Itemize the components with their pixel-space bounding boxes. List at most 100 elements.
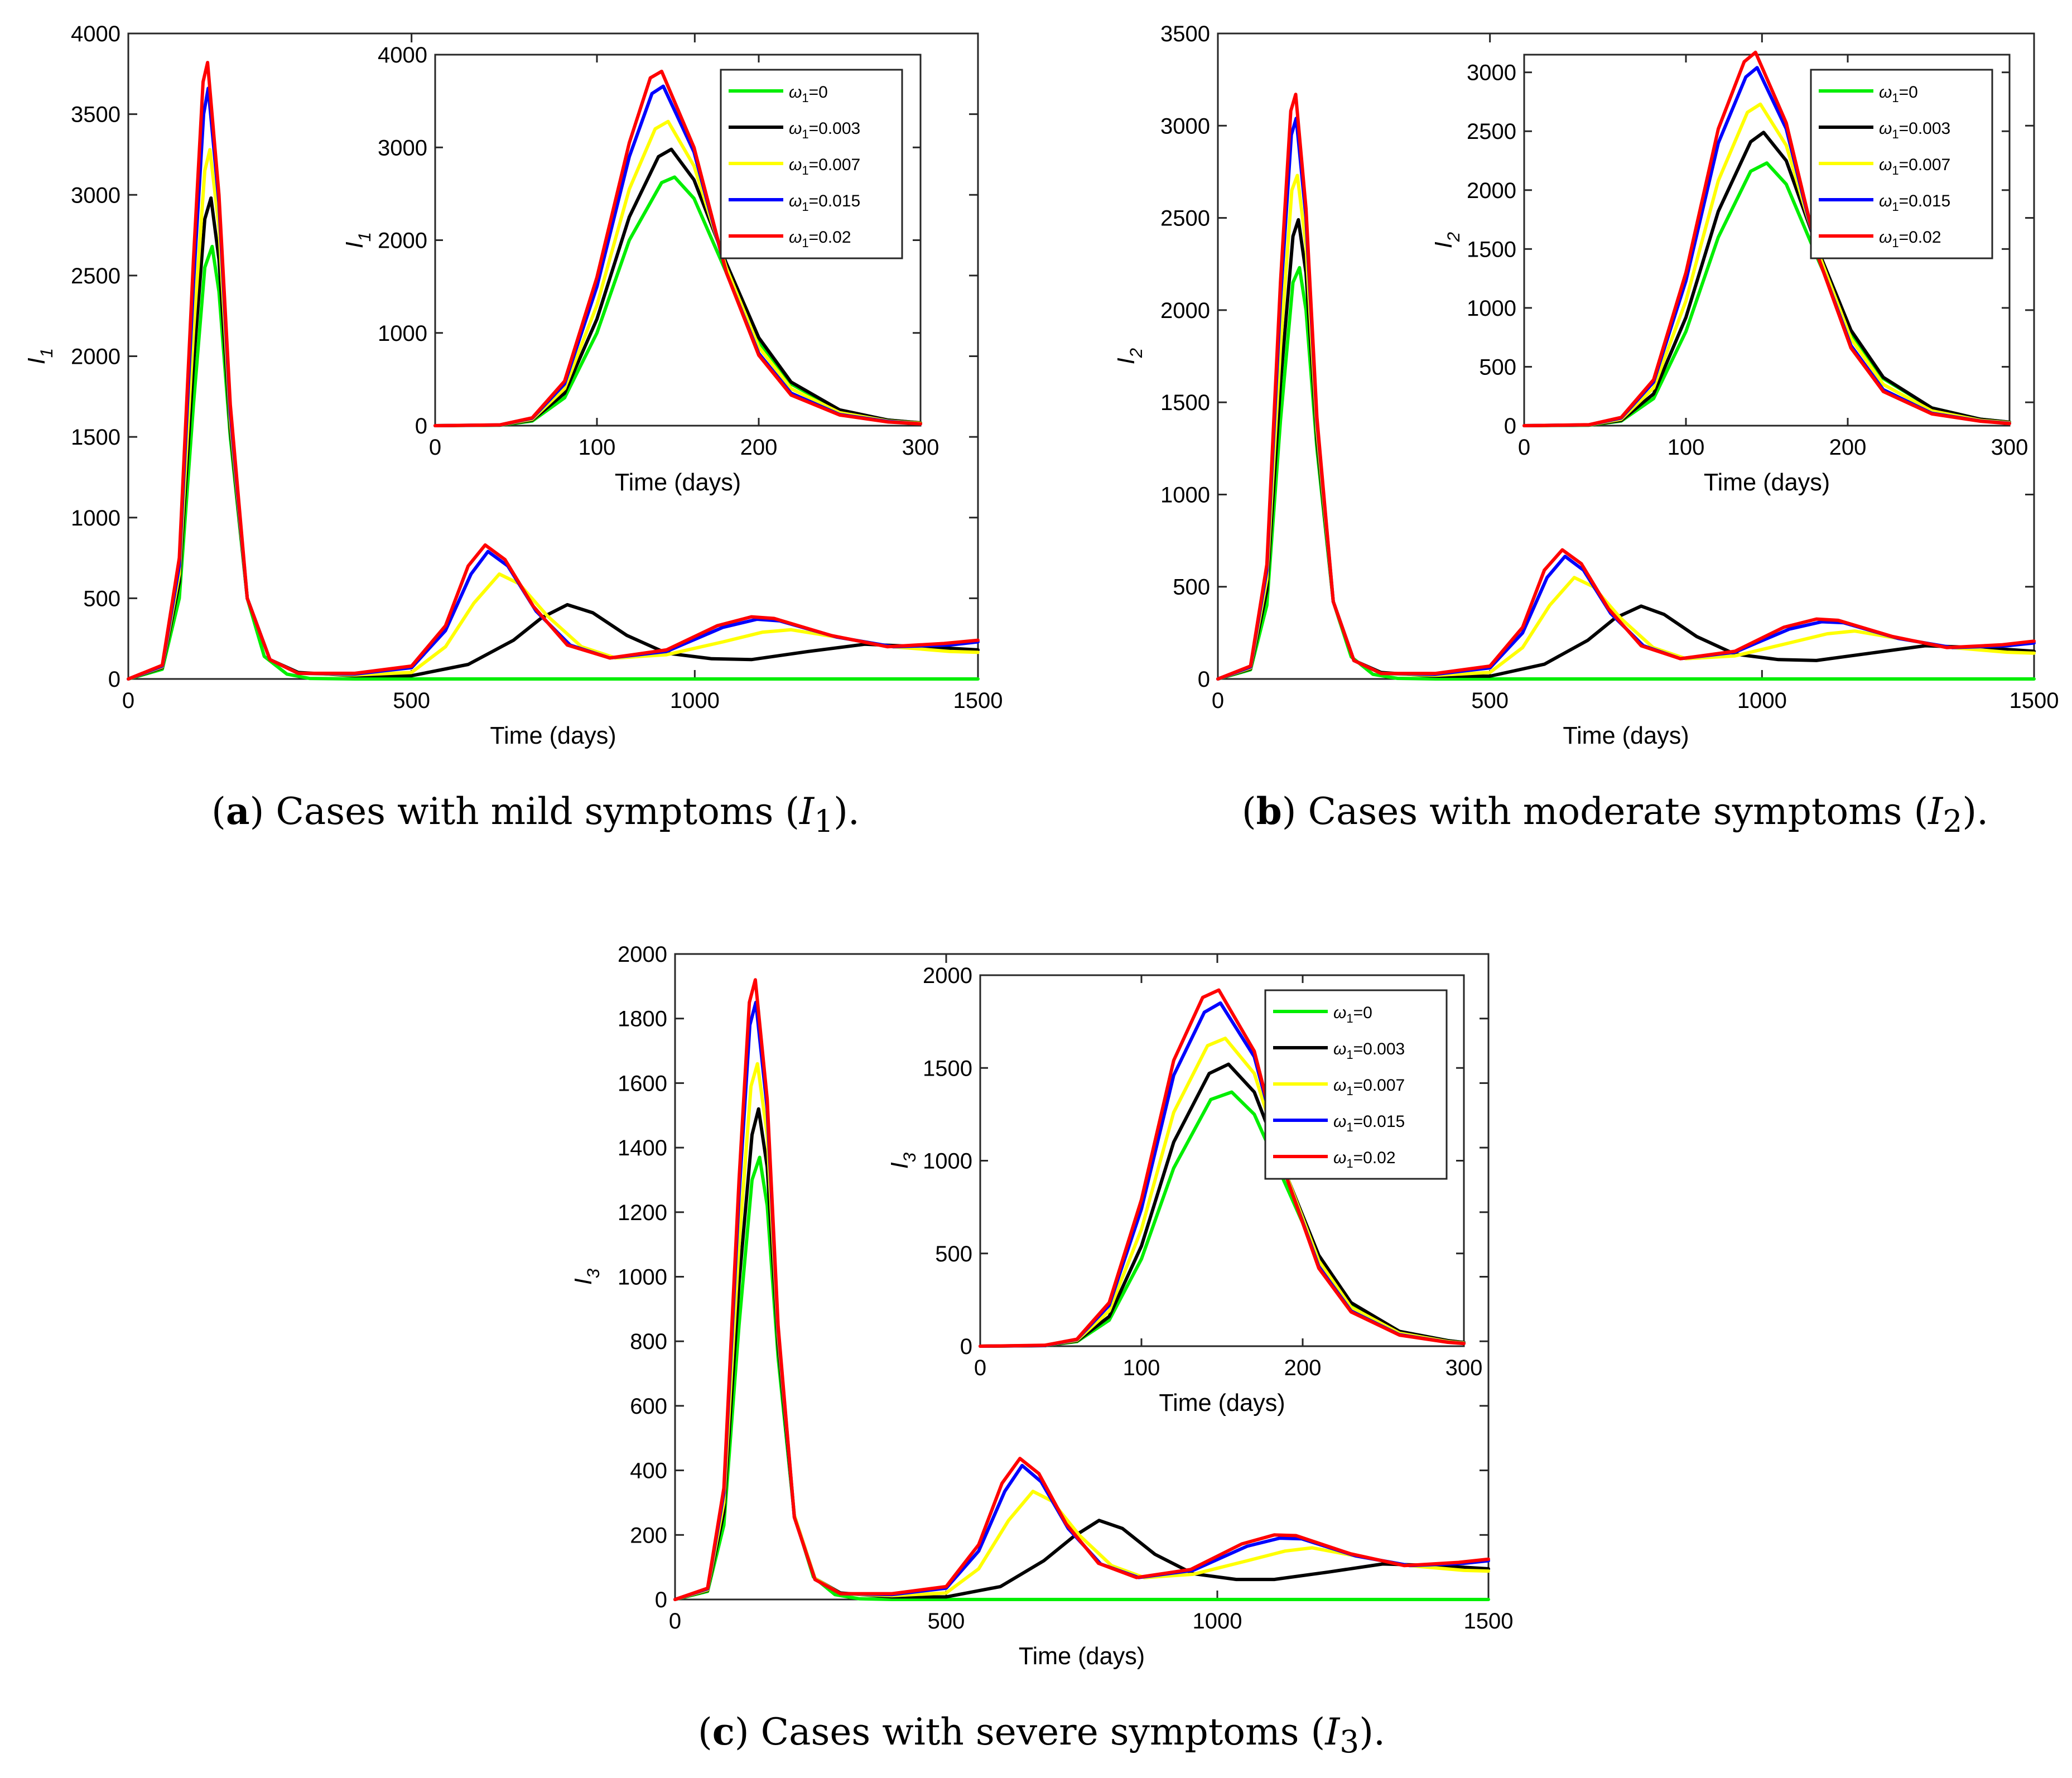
panel-b-main-ytick-label: 3500 bbox=[1160, 22, 1210, 46]
panel-b-legend-label-3: ω1=0.015 bbox=[1879, 192, 1950, 214]
panel-b-legend-symbol: ω bbox=[1879, 228, 1892, 247]
panel-b-inset-xtick-label: 0 bbox=[1518, 435, 1530, 460]
panel-b-legend-value: =0 bbox=[1899, 83, 1918, 102]
caption-a-sub: 1 bbox=[814, 803, 834, 840]
panel-b-legend-symbol: ω bbox=[1879, 156, 1892, 174]
panel-c-legend-label-0: ω1=0 bbox=[1333, 1004, 1372, 1025]
panel-b-legend-value: =0.007 bbox=[1899, 156, 1951, 174]
panel-b-main-xtick-label: 1000 bbox=[1737, 688, 1787, 713]
panel-c-main-ytick-label: 2000 bbox=[618, 942, 667, 967]
panel-a-main-ytick-label: 1500 bbox=[71, 425, 121, 450]
panel-c-inset-series-line-1 bbox=[979, 1062, 1466, 1348]
panel-b-inset-ylabel-sub: 2 bbox=[1444, 232, 1463, 242]
panel-b-main-series-line-4 bbox=[1216, 93, 2036, 681]
panel-b-legend-symbol: ω bbox=[1879, 119, 1892, 138]
panel-c-main-ylabel-var: I bbox=[570, 1278, 597, 1285]
panel-b-inset-xlabel: Time (days) bbox=[1704, 469, 1830, 496]
panel-c-legend-value: =0.003 bbox=[1353, 1040, 1405, 1058]
panel-b-main-xtick-label: 1500 bbox=[2010, 688, 2059, 713]
panel-a-legend-value: =0.015 bbox=[809, 192, 861, 210]
panel-c-main-ytick-label: 1600 bbox=[618, 1071, 667, 1096]
caption-c-var: I bbox=[1325, 1710, 1340, 1753]
panel-b-legend-value: =0.02 bbox=[1899, 228, 1941, 247]
panel-c-inset-xtick-label: 300 bbox=[1445, 1356, 1483, 1380]
panel-c-legend-symbol: ω bbox=[1333, 1040, 1346, 1058]
panel-a-inset-xtick-label: 0 bbox=[429, 435, 441, 460]
panel-c-main-ytick-label: 600 bbox=[630, 1394, 667, 1419]
panel-a-legend-label-3: ω1=0.015 bbox=[789, 192, 860, 214]
panel-c-main-ytick-label: 0 bbox=[655, 1588, 667, 1612]
chart-panel-a: 0 500 1000 15000500100015002000250030003500… bbox=[23, 22, 1003, 749]
panel-c-inset-ytick-label: 1000 bbox=[923, 1149, 972, 1174]
panel-a-legend-symbol: ω bbox=[789, 156, 802, 174]
panel-c-legend-sub: 1 bbox=[1346, 1048, 1353, 1062]
panel-a-main-ylabel-sub: 1 bbox=[37, 348, 56, 358]
caption-c-text: Cases with severe symptoms bbox=[760, 1710, 1299, 1753]
panel-b-main-ylabel-sub: 2 bbox=[1126, 348, 1146, 358]
panel-b-inset-ytick-label: 500 bbox=[1479, 355, 1516, 379]
panel-a-inset-ylabel: I1 bbox=[341, 232, 374, 248]
panel-b-inset-series-line-2 bbox=[1522, 102, 2011, 427]
panel-a-main-ytick-label: 4000 bbox=[71, 22, 121, 46]
panel-a-legend-sub: 1 bbox=[802, 236, 808, 250]
panel-b-main-series-line-2 bbox=[1216, 174, 2036, 681]
panel-c-legend-sub: 1 bbox=[1346, 1084, 1353, 1098]
panel-a-inset-xtick-label: 300 bbox=[902, 435, 939, 460]
panel-c-main-ylabel: I3 bbox=[570, 1268, 603, 1285]
panel-a-legend-sub: 1 bbox=[802, 200, 808, 214]
panel-b-legend-sub: 1 bbox=[1892, 127, 1898, 141]
panel-b-inset-ytick-label: 0 bbox=[1504, 414, 1516, 439]
panel-a-inset-xtick-label: 100 bbox=[579, 435, 616, 460]
caption-c-sub: 3 bbox=[1339, 1724, 1360, 1760]
panel-b-legend-value: =0.015 bbox=[1899, 192, 1951, 210]
panel-b-main-series-line-1 bbox=[1216, 218, 2036, 681]
panel-b-main-xlabel: Time (days) bbox=[1563, 722, 1689, 749]
panel-a-main-series-line-1 bbox=[127, 196, 980, 681]
panel-a-main-ytick-label: 500 bbox=[83, 586, 121, 611]
panel-b-main-series-line-3 bbox=[1216, 117, 2036, 681]
panel-b-legend-sub: 1 bbox=[1892, 236, 1898, 250]
panel-a-main-series-line-2 bbox=[127, 148, 980, 681]
panel-c-inset-xtick-label: 0 bbox=[974, 1356, 986, 1380]
panel-a-legend-value: =0.007 bbox=[809, 156, 861, 174]
panel-b-main-ylabel: I2 bbox=[1113, 348, 1146, 364]
panel-c-main-xtick-label: 0 bbox=[669, 1609, 681, 1634]
panel-b-legend-label-1: ω1=0.003 bbox=[1879, 119, 1950, 141]
panel-a-inset-series-line-4 bbox=[433, 69, 922, 427]
panel-c-legend-sub: 1 bbox=[1346, 1120, 1353, 1134]
panel-b-inset-xtick-label: 300 bbox=[1991, 435, 2028, 460]
panel-c-main-xtick-label: 500 bbox=[928, 1609, 965, 1634]
panel-a-inset-xlabel: Time (days) bbox=[615, 469, 741, 496]
panel-a-main-xtick-label: 500 bbox=[393, 688, 430, 713]
panel-c-main-series-line-4 bbox=[673, 978, 1490, 1601]
panel-c-main-series-line-1 bbox=[673, 1107, 1490, 1601]
panel-c-inset-ytick-label: 2000 bbox=[923, 963, 972, 988]
panel-c-inset-xtick-label: 100 bbox=[1123, 1356, 1160, 1380]
panel-c-legend-value: =0.007 bbox=[1353, 1076, 1405, 1095]
panel-b-legend-sub: 1 bbox=[1892, 163, 1898, 177]
panel-b-legend-sub: 1 bbox=[1892, 91, 1898, 105]
panel-b-inset-ylabel: I2 bbox=[1430, 232, 1463, 248]
caption-a-letter: a bbox=[225, 789, 250, 833]
panel-b-inset-series-line-1 bbox=[1522, 131, 2011, 427]
panel-b-main-xtick-label: 500 bbox=[1471, 688, 1509, 713]
panel-c-legend-sub: 1 bbox=[1346, 1157, 1353, 1170]
panel-c-inset-ytick-label: 500 bbox=[935, 1242, 972, 1266]
panel-b-main-ytick-label: 3000 bbox=[1160, 114, 1210, 138]
panel-a-inset-ytick-label: 1000 bbox=[378, 321, 427, 346]
panel-c-legend-value: =0.015 bbox=[1353, 1112, 1405, 1131]
panel-a-legend-symbol: ω bbox=[789, 83, 802, 102]
panel-c-inset-series-line-4 bbox=[979, 988, 1466, 1348]
panel-c-main-series-line-2 bbox=[673, 1062, 1490, 1601]
panel-a-legend-value: =0.003 bbox=[809, 119, 861, 138]
panel-a-inset-ytick-label: 4000 bbox=[378, 43, 427, 68]
panel-a-inset-ytick-label: 3000 bbox=[378, 136, 427, 160]
panel-a-main-ytick-label: 2000 bbox=[71, 345, 121, 369]
panel-c-main-xlabel: Time (days) bbox=[1019, 1643, 1145, 1670]
panel-c-legend-symbol: ω bbox=[1333, 1076, 1346, 1095]
